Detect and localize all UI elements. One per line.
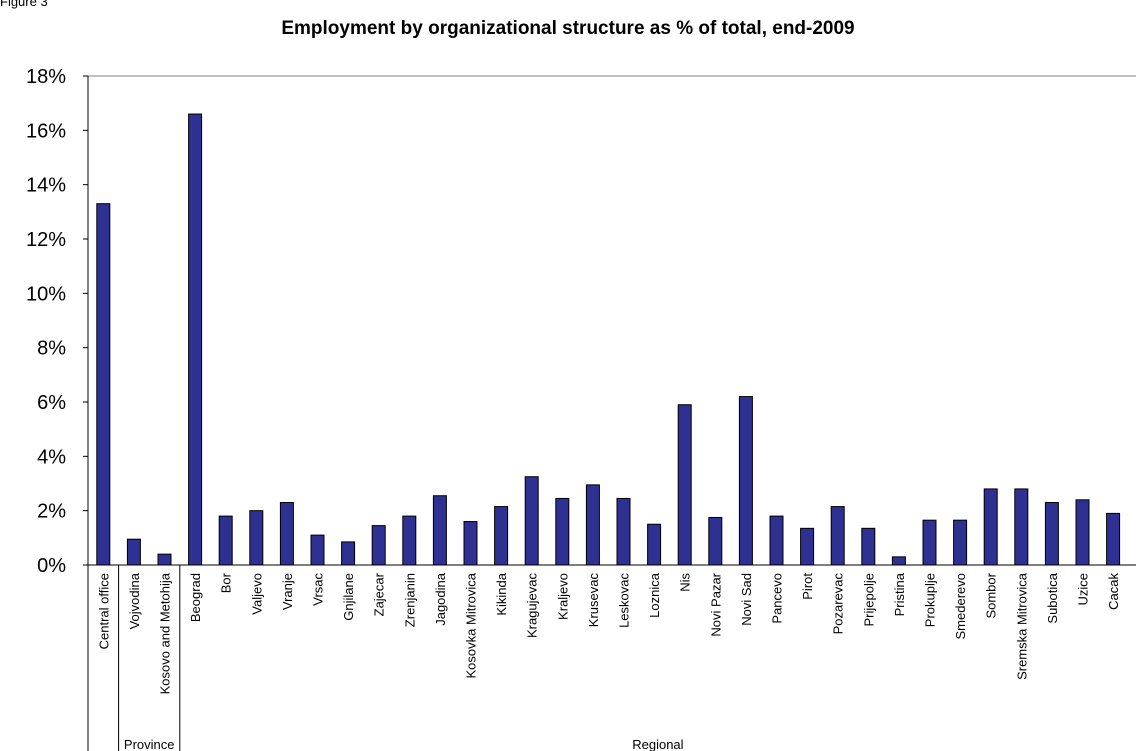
category-label: Cacak bbox=[1106, 573, 1121, 610]
bar bbox=[891, 556, 906, 566]
group-label: Regional bbox=[632, 737, 683, 751]
bar bbox=[218, 515, 233, 566]
category-label: Pozarevac bbox=[831, 573, 846, 635]
bar bbox=[953, 519, 968, 566]
bar bbox=[310, 534, 325, 566]
category-label: Smederevo bbox=[953, 573, 968, 639]
bar bbox=[769, 515, 784, 566]
bar bbox=[983, 488, 998, 566]
chart-title: Employment by organizational structure a… bbox=[281, 18, 855, 39]
category-label: Vranje bbox=[280, 573, 295, 610]
bar bbox=[1106, 512, 1121, 566]
category-label: Uzice bbox=[1076, 573, 1091, 606]
bar bbox=[555, 497, 570, 566]
category-label: Kraljevo bbox=[555, 573, 570, 620]
bar bbox=[1044, 502, 1059, 566]
category-label: Subotica bbox=[1045, 572, 1060, 623]
bar bbox=[524, 476, 539, 566]
y-tick-label: 16% bbox=[26, 120, 66, 142]
figure-label: Figure 3 bbox=[0, 0, 48, 9]
category-label: Gnjilane bbox=[341, 573, 356, 621]
bar bbox=[188, 113, 203, 566]
bar bbox=[830, 506, 845, 566]
y-tick-label: 12% bbox=[26, 229, 66, 251]
bar bbox=[922, 519, 937, 566]
bar bbox=[1014, 488, 1029, 566]
category-label: Valjevo bbox=[249, 573, 264, 615]
category-label: Kragujevac bbox=[525, 573, 540, 639]
bar bbox=[402, 515, 417, 566]
y-axis: 0% 2% 4% 6% 8% 10% 12% 14% 16% 18% bbox=[26, 66, 88, 577]
category-label: Novi Sad bbox=[739, 573, 754, 626]
y-tick-label: 2% bbox=[37, 501, 66, 523]
category-label: Zrenjanin bbox=[402, 573, 417, 627]
category-label: Kikinda bbox=[494, 572, 509, 615]
category-label: Krusevac bbox=[586, 573, 601, 628]
category-label: Zajecar bbox=[372, 572, 387, 616]
bars bbox=[96, 113, 1121, 566]
category-label: Kosovo and Metohija bbox=[158, 572, 173, 694]
category-label: Pirot bbox=[800, 573, 815, 600]
category-label: Novi Pazar bbox=[708, 572, 723, 636]
category-label: Pristina bbox=[892, 572, 907, 616]
y-tick-label: 0% bbox=[37, 555, 66, 577]
bar bbox=[708, 516, 723, 566]
bar bbox=[279, 502, 294, 566]
bar bbox=[494, 506, 509, 566]
category-label: Sremska Mitrovica bbox=[1014, 572, 1029, 680]
bar bbox=[861, 527, 876, 566]
group-label: Province bbox=[124, 737, 175, 751]
y-tick-label: 6% bbox=[37, 392, 66, 414]
bar bbox=[96, 203, 111, 566]
bar bbox=[616, 497, 631, 566]
bar bbox=[249, 510, 264, 566]
bar bbox=[585, 484, 600, 566]
bar bbox=[463, 521, 478, 566]
category-label: Sombor bbox=[984, 572, 999, 618]
y-tick-label: 8% bbox=[37, 338, 66, 360]
category-label: Kosovka Mitrovica bbox=[464, 572, 479, 678]
bar bbox=[341, 541, 356, 566]
y-tick-label: 14% bbox=[26, 175, 66, 197]
category-label: Nis bbox=[678, 573, 693, 592]
category-label: Vojvodina bbox=[127, 572, 142, 629]
bar bbox=[738, 396, 753, 566]
plot-frame bbox=[87, 75, 1136, 566]
category-label: Vrsac bbox=[311, 573, 326, 606]
bar bbox=[647, 523, 662, 566]
category-label: Bor bbox=[219, 572, 234, 593]
y-tick-label: 18% bbox=[26, 66, 66, 88]
y-tick-label: 10% bbox=[26, 283, 66, 305]
category-label: Pancevo bbox=[770, 573, 785, 624]
category-label: Loznica bbox=[647, 572, 662, 618]
category-label: Central office bbox=[96, 573, 111, 649]
category-label: Prokuplje bbox=[923, 573, 938, 627]
x-axis: Central office Vojvodina Kosovo and Metohi… bbox=[87, 565, 1121, 751]
y-tick-label: 4% bbox=[37, 446, 66, 468]
bar bbox=[126, 538, 141, 566]
bar bbox=[371, 525, 386, 566]
bar bbox=[157, 553, 172, 566]
bar bbox=[677, 404, 692, 566]
bar bbox=[800, 527, 815, 566]
category-label: Prijepolje bbox=[861, 573, 876, 626]
category-label: Leskovac bbox=[617, 573, 632, 628]
bar bbox=[1075, 499, 1090, 566]
category-label: Jagodina bbox=[433, 572, 448, 626]
bar bbox=[432, 495, 447, 566]
category-label: Beograd bbox=[188, 573, 203, 622]
